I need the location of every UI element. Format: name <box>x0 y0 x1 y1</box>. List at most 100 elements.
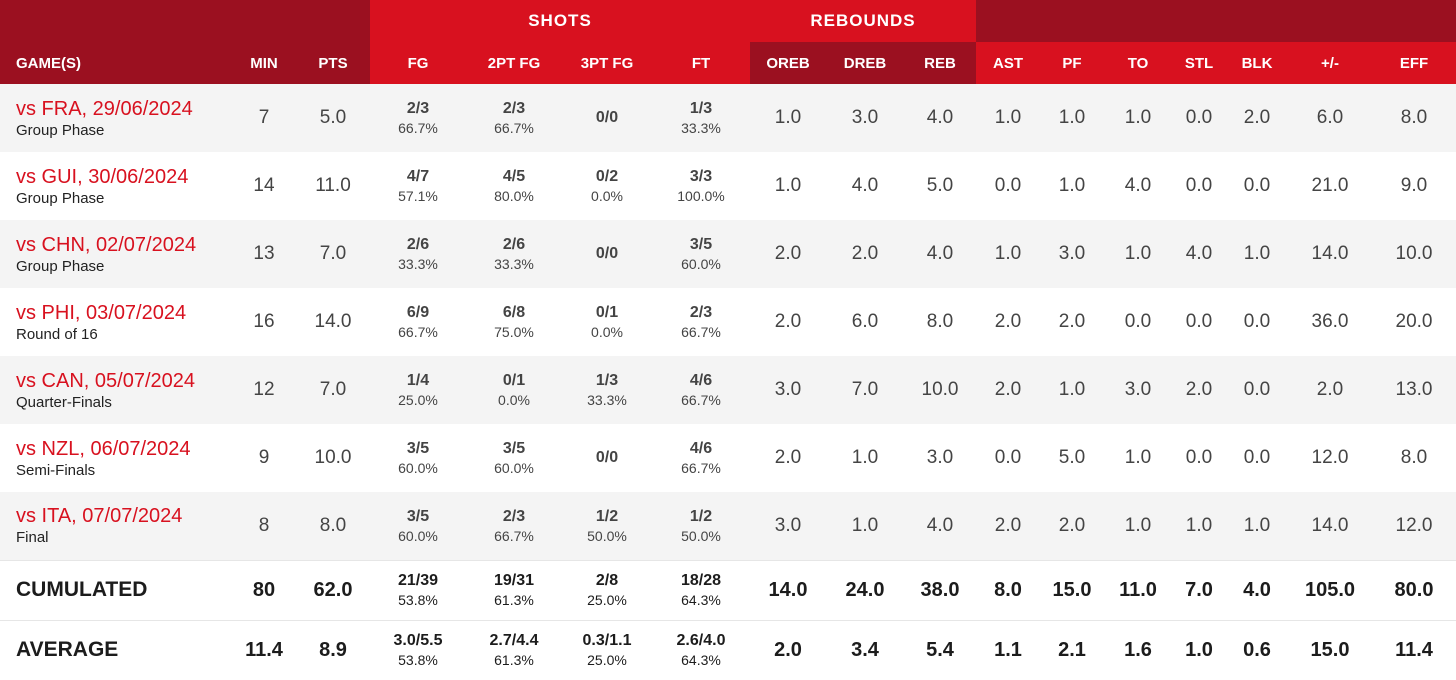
fg-percentage: 25.0% <box>398 392 438 408</box>
cell-eff: 80.0 <box>1372 559 1456 620</box>
column-header-ast[interactable]: AST <box>976 42 1041 84</box>
cell-ast: 0.0 <box>994 175 1022 196</box>
3pt-fg-percentage: 50.0% <box>587 527 627 544</box>
cell-ast: 2.0 <box>994 379 1022 400</box>
column-header-pts[interactable]: PTS <box>296 42 370 84</box>
cell-blk: 1.0 <box>1243 243 1271 264</box>
game-cell: vs PHI, 03/07/2024 Round of 16 <box>0 288 232 356</box>
fg-percentage: 60.0% <box>398 460 438 476</box>
3pt-fg-percentage: 0.0% <box>591 324 623 340</box>
cell-stl: 2.0 <box>1185 379 1213 400</box>
ft-percentage: 66.7% <box>681 392 721 408</box>
cell-dreb: 1.0 <box>851 514 879 536</box>
game-link[interactable]: vs NZL, 06/07/2024 <box>16 437 191 460</box>
game-phase: Round of 16 <box>16 325 98 343</box>
cell-eff: 11.4 <box>1372 619 1456 680</box>
cell-eff: 8.0 <box>1400 107 1428 128</box>
fg-percentage: 60.0% <box>398 527 438 544</box>
game-link[interactable]: vs PHI, 03/07/2024 <box>16 301 187 324</box>
cell-stl: 0.0 <box>1185 107 1213 128</box>
game-row: vs GUI, 30/06/2024 Group Phase 14 11.0 4/7 57… <box>0 152 1456 220</box>
cell-3pt-fg: 1/3 33.3% <box>562 356 652 424</box>
column-header-to[interactable]: TO <box>1104 42 1173 84</box>
cell-blk: 0.0 <box>1243 175 1271 196</box>
cell-plus-minus: 14.0 <box>1311 514 1349 536</box>
3pt-fg-made-attempted: 0/2 <box>595 168 619 185</box>
cell-3pt-fg: 0.3/1.1 25.0% <box>562 619 652 680</box>
cell-oreb: 3.0 <box>774 379 802 400</box>
3pt-fg-percentage: 25.0% <box>587 592 627 608</box>
2pt-fg-made-attempted: 2/6 <box>502 236 526 253</box>
cell-fg: 2/6 33.3% <box>370 220 466 288</box>
ft-made-attempted: 4/6 <box>689 440 713 457</box>
column-header-min[interactable]: MIN <box>232 42 296 84</box>
game-link[interactable]: vs ITA, 07/07/2024 <box>16 505 183 528</box>
game-link[interactable]: vs FRA, 29/06/2024 <box>16 97 193 120</box>
column-header-3pt-fg[interactable]: 3PT FG <box>562 42 652 84</box>
cell-min: 80 <box>232 559 296 620</box>
column-header-oreb[interactable]: OREB <box>750 42 826 84</box>
column-header-plus-minus[interactable]: +/- <box>1288 42 1373 84</box>
cell-min: 16 <box>253 311 275 332</box>
cell-to: 0.0 <box>1124 311 1152 332</box>
game-link[interactable]: vs CAN, 05/07/2024 <box>16 369 195 392</box>
3pt-fg-made-attempted: 1/3 <box>595 372 619 389</box>
cell-ft: 2.6/4.0 64.3% <box>652 619 750 680</box>
2pt-fg-percentage: 80.0% <box>494 188 534 204</box>
game-link[interactable]: vs GUI, 30/06/2024 <box>16 165 189 188</box>
cell-pf: 2.1 <box>1040 619 1105 680</box>
column-header-ft[interactable]: FT <box>652 42 750 84</box>
cell-2pt-fg: 19/31 61.3% <box>466 559 562 620</box>
column-header-2pt-fg[interactable]: 2PT FG <box>466 42 562 84</box>
cell-ft: 3/5 60.0% <box>652 220 750 288</box>
cell-blk: 0.0 <box>1243 379 1271 400</box>
cell-plus-minus: 105.0 <box>1288 559 1373 620</box>
game-rows: vs FRA, 29/06/2024 Group Phase 7 5.0 2/3 66.7… <box>0 84 1456 560</box>
cell-pf: 2.0 <box>1058 311 1086 332</box>
3pt-fg-percentage: 33.3% <box>587 392 627 408</box>
ft-made-attempted: 1/3 <box>689 100 713 117</box>
cell-reb: 4.0 <box>926 107 954 128</box>
ft-percentage: 60.0% <box>681 256 721 272</box>
game-phase: Quarter-Finals <box>16 393 112 411</box>
ft-made-attempted: 4/6 <box>689 372 713 389</box>
column-header-blk[interactable]: BLK <box>1226 42 1289 84</box>
cell-2pt-fg: 3/5 60.0% <box>466 424 562 492</box>
fg-made-attempted: 3.0/5.5 <box>393 632 443 650</box>
cell-dreb: 1.0 <box>851 447 879 468</box>
column-header-dreb[interactable]: DREB <box>826 42 904 84</box>
column-header-eff[interactable]: EFF <box>1372 42 1456 84</box>
cell-plus-minus: 12.0 <box>1311 447 1349 468</box>
column-header-games[interactable]: GAME(S) <box>0 42 232 84</box>
cell-pts: 7.0 <box>319 243 347 264</box>
cell-reb: 4.0 <box>926 514 954 536</box>
cell-blk: 0.6 <box>1226 619 1289 680</box>
2pt-fg-percentage: 66.7% <box>494 527 534 544</box>
2pt-fg-percentage: 61.3% <box>494 652 534 669</box>
3pt-fg-made-attempted: 0/0 <box>595 109 619 126</box>
cell-min: 12 <box>253 379 275 400</box>
ft-made-attempted: 1/2 <box>689 507 713 525</box>
column-header-stl[interactable]: STL <box>1172 42 1227 84</box>
cell-3pt-fg: 0/0 <box>562 220 652 288</box>
column-header-pf[interactable]: PF <box>1040 42 1105 84</box>
cell-dreb: 6.0 <box>851 311 879 332</box>
cell-dreb: 7.0 <box>851 379 879 400</box>
2pt-fg-made-attempted: 2/3 <box>502 507 526 525</box>
fg-made-attempted: 1/4 <box>406 372 430 389</box>
column-header-fg[interactable]: FG <box>370 42 466 84</box>
cell-reb: 3.0 <box>926 447 954 468</box>
column-header-reb[interactable]: REB <box>904 42 977 84</box>
cell-reb: 4.0 <box>926 243 954 264</box>
fg-percentage: 66.7% <box>398 120 438 136</box>
ft-percentage: 66.7% <box>681 324 721 340</box>
cell-oreb: 2.0 <box>774 243 802 264</box>
cell-pts: 8.9 <box>296 619 370 680</box>
cell-dreb: 3.4 <box>826 619 904 680</box>
cell-blk: 0.0 <box>1243 311 1271 332</box>
cell-pf: 5.0 <box>1058 447 1086 468</box>
cell-3pt-fg: 0/0 <box>562 84 652 152</box>
cell-fg: 21/39 53.8% <box>370 559 466 620</box>
cell-ft: 4/6 66.7% <box>652 424 750 492</box>
game-link[interactable]: vs CHN, 02/07/2024 <box>16 233 197 256</box>
